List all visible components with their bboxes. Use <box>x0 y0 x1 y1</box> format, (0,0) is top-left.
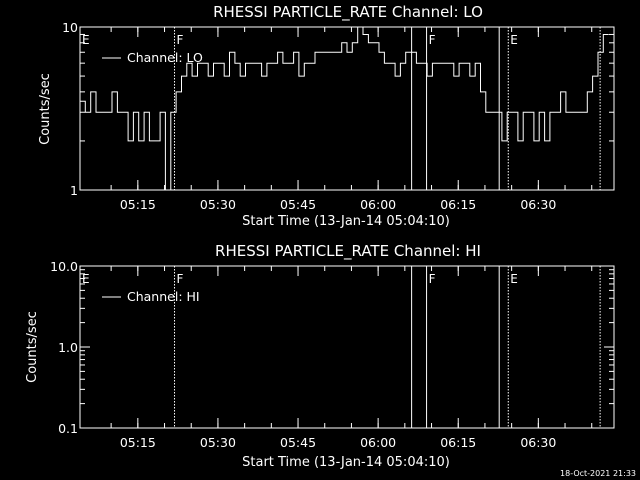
lo-y-ticks: 1 10 <box>62 20 614 198</box>
hi-y-tick-label: 10.0 <box>50 259 78 274</box>
hi-marker-label: F <box>177 272 184 286</box>
hi-x-axis-label: Start Time (13-Jan-14 05:04:10) <box>242 455 450 470</box>
hi-y-axis-label: Counts/sec <box>25 311 40 383</box>
lo-marker-label: F <box>177 33 184 47</box>
lo-x-axis-label: Start Time (13-Jan-14 05:04:10) <box>242 214 450 229</box>
hi-legend: Channel: HI <box>102 289 200 304</box>
hi-marker-label: F <box>429 272 436 286</box>
lo-x-tick-label: 06:00 <box>360 197 396 212</box>
lo-x-ticks: 05:15 05:30 05:45 06:00 06:15 06:30 <box>110 27 593 212</box>
lo-plot-frame <box>79 26 615 191</box>
lo-y-axis-label: Counts/sec <box>38 73 53 145</box>
hi-y-tick-label: 0.1 <box>58 421 78 436</box>
lo-x-tick-label: 05:15 <box>120 197 156 212</box>
lo-legend: Channel: LO <box>102 50 203 65</box>
generation-timestamp: 18-Oct-2021 21:33 <box>560 469 636 478</box>
lo-marker-label: F <box>429 33 436 47</box>
hi-channel-panel: RHESSI PARTICLE_RATE Channel: HI Counts/… <box>25 242 615 470</box>
hi-marker-label: E <box>82 272 90 286</box>
hi-y-tick-label: 1.0 <box>58 340 78 355</box>
hi-legend-label: Channel: HI <box>127 289 200 304</box>
hi-x-tick-label: 05:15 <box>120 435 156 450</box>
lo-marker-label: E <box>510 33 518 47</box>
lo-chart-title: RHESSI PARTICLE_RATE Channel: LO <box>213 3 483 22</box>
lo-data-line <box>80 26 609 191</box>
lo-channel-panel: RHESSI PARTICLE_RATE Channel: LO Counts/… <box>38 3 615 229</box>
lo-legend-label: Channel: LO <box>127 50 203 65</box>
lo-x-tick-label: 06:15 <box>440 197 476 212</box>
lo-marker-label: E <box>82 33 90 47</box>
hi-x-tick-label: 06:00 <box>360 435 396 450</box>
lo-x-tick-label: 05:30 <box>200 197 236 212</box>
hi-y-ticks: 0.1 1.0 10.0 <box>50 259 614 436</box>
hi-x-ticks: 05:15 05:30 05:45 06:00 06:15 06:30 <box>110 266 593 450</box>
lo-y-tick-label: 10 <box>62 20 78 35</box>
lo-x-tick-label: 06:30 <box>520 197 556 212</box>
hi-marker-label: E <box>510 272 518 286</box>
hi-x-tick-label: 06:30 <box>520 435 556 450</box>
hi-x-tick-label: 05:45 <box>280 435 316 450</box>
hi-x-tick-label: 05:30 <box>200 435 236 450</box>
hi-chart-title: RHESSI PARTICLE_RATE Channel: HI <box>215 242 481 261</box>
hi-x-tick-label: 06:15 <box>440 435 476 450</box>
lo-x-tick-label: 05:45 <box>280 197 316 212</box>
lo-y-tick-label: 1 <box>70 183 78 198</box>
lo-series <box>80 26 609 191</box>
